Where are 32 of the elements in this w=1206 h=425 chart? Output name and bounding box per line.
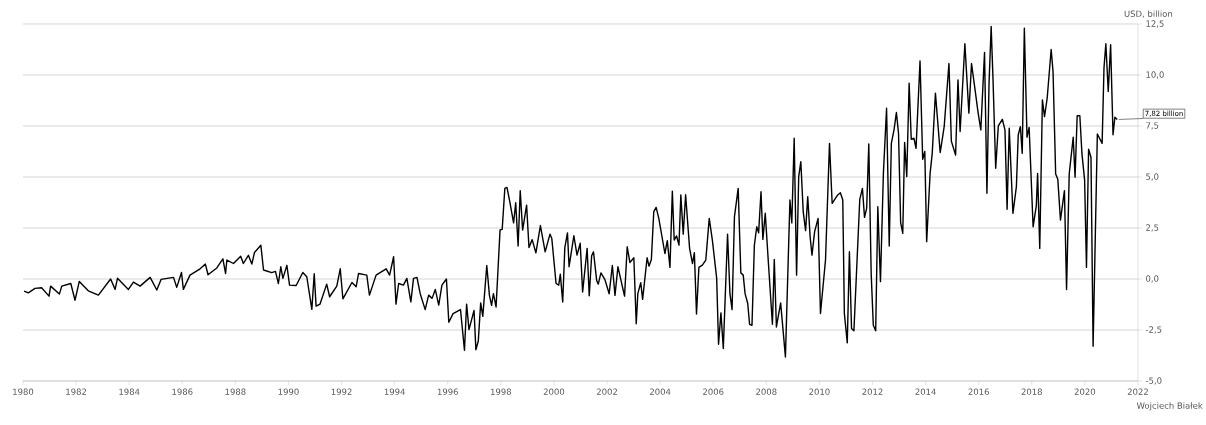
x-tick-label: 1988 <box>225 388 246 395</box>
x-tick-label: 2008 <box>756 388 777 395</box>
y-tick-label: -5,0 <box>1145 377 1162 385</box>
x-tick-label: 1986 <box>172 388 193 395</box>
x-tick-label: 2018 <box>1021 388 1042 395</box>
y-tick-label: 0,0 <box>1146 275 1159 283</box>
y-tick-label: -2,5 <box>1145 326 1162 334</box>
text: Wojciech Białek <box>1136 402 1203 411</box>
y-tick-label: 2,5 <box>1146 224 1159 232</box>
x-tick-label: 1990 <box>278 388 299 395</box>
y-tick-label: 7,5 <box>1146 122 1159 130</box>
x-tick-label: 1980 <box>13 388 34 395</box>
x-tick-label: 2004 <box>649 388 671 395</box>
x-tick-label: 2002 <box>596 388 617 395</box>
y-tick-label: 5,0 <box>1146 173 1159 181</box>
x-tick-label: 1996 <box>437 388 458 395</box>
y-tick-label: 12,5 <box>1146 20 1164 28</box>
y-tick-label: 10,0 <box>1146 71 1164 79</box>
x-tick-label: 2020 <box>1074 388 1096 395</box>
x-tick-label: 1992 <box>331 388 352 395</box>
x-tick-label: 2010 <box>809 388 830 395</box>
x-tick-label: 1982 <box>66 388 87 395</box>
x-tick-label: 2012 <box>862 388 883 395</box>
x-tick-label: 1998 <box>491 388 512 395</box>
x-tick-label: 1994 <box>384 388 405 395</box>
x-tick-label: 2014 <box>915 388 936 395</box>
x-tick-label: 2016 <box>968 388 989 395</box>
x-tick-label: 1984 <box>119 388 140 395</box>
x-tick-label: 2000 <box>543 388 565 395</box>
x-tick-label: 2006 <box>703 388 724 395</box>
x-tick-label: 2022 <box>1127 388 1148 395</box>
y-axis-title: USD, billion <box>1124 10 1173 18</box>
